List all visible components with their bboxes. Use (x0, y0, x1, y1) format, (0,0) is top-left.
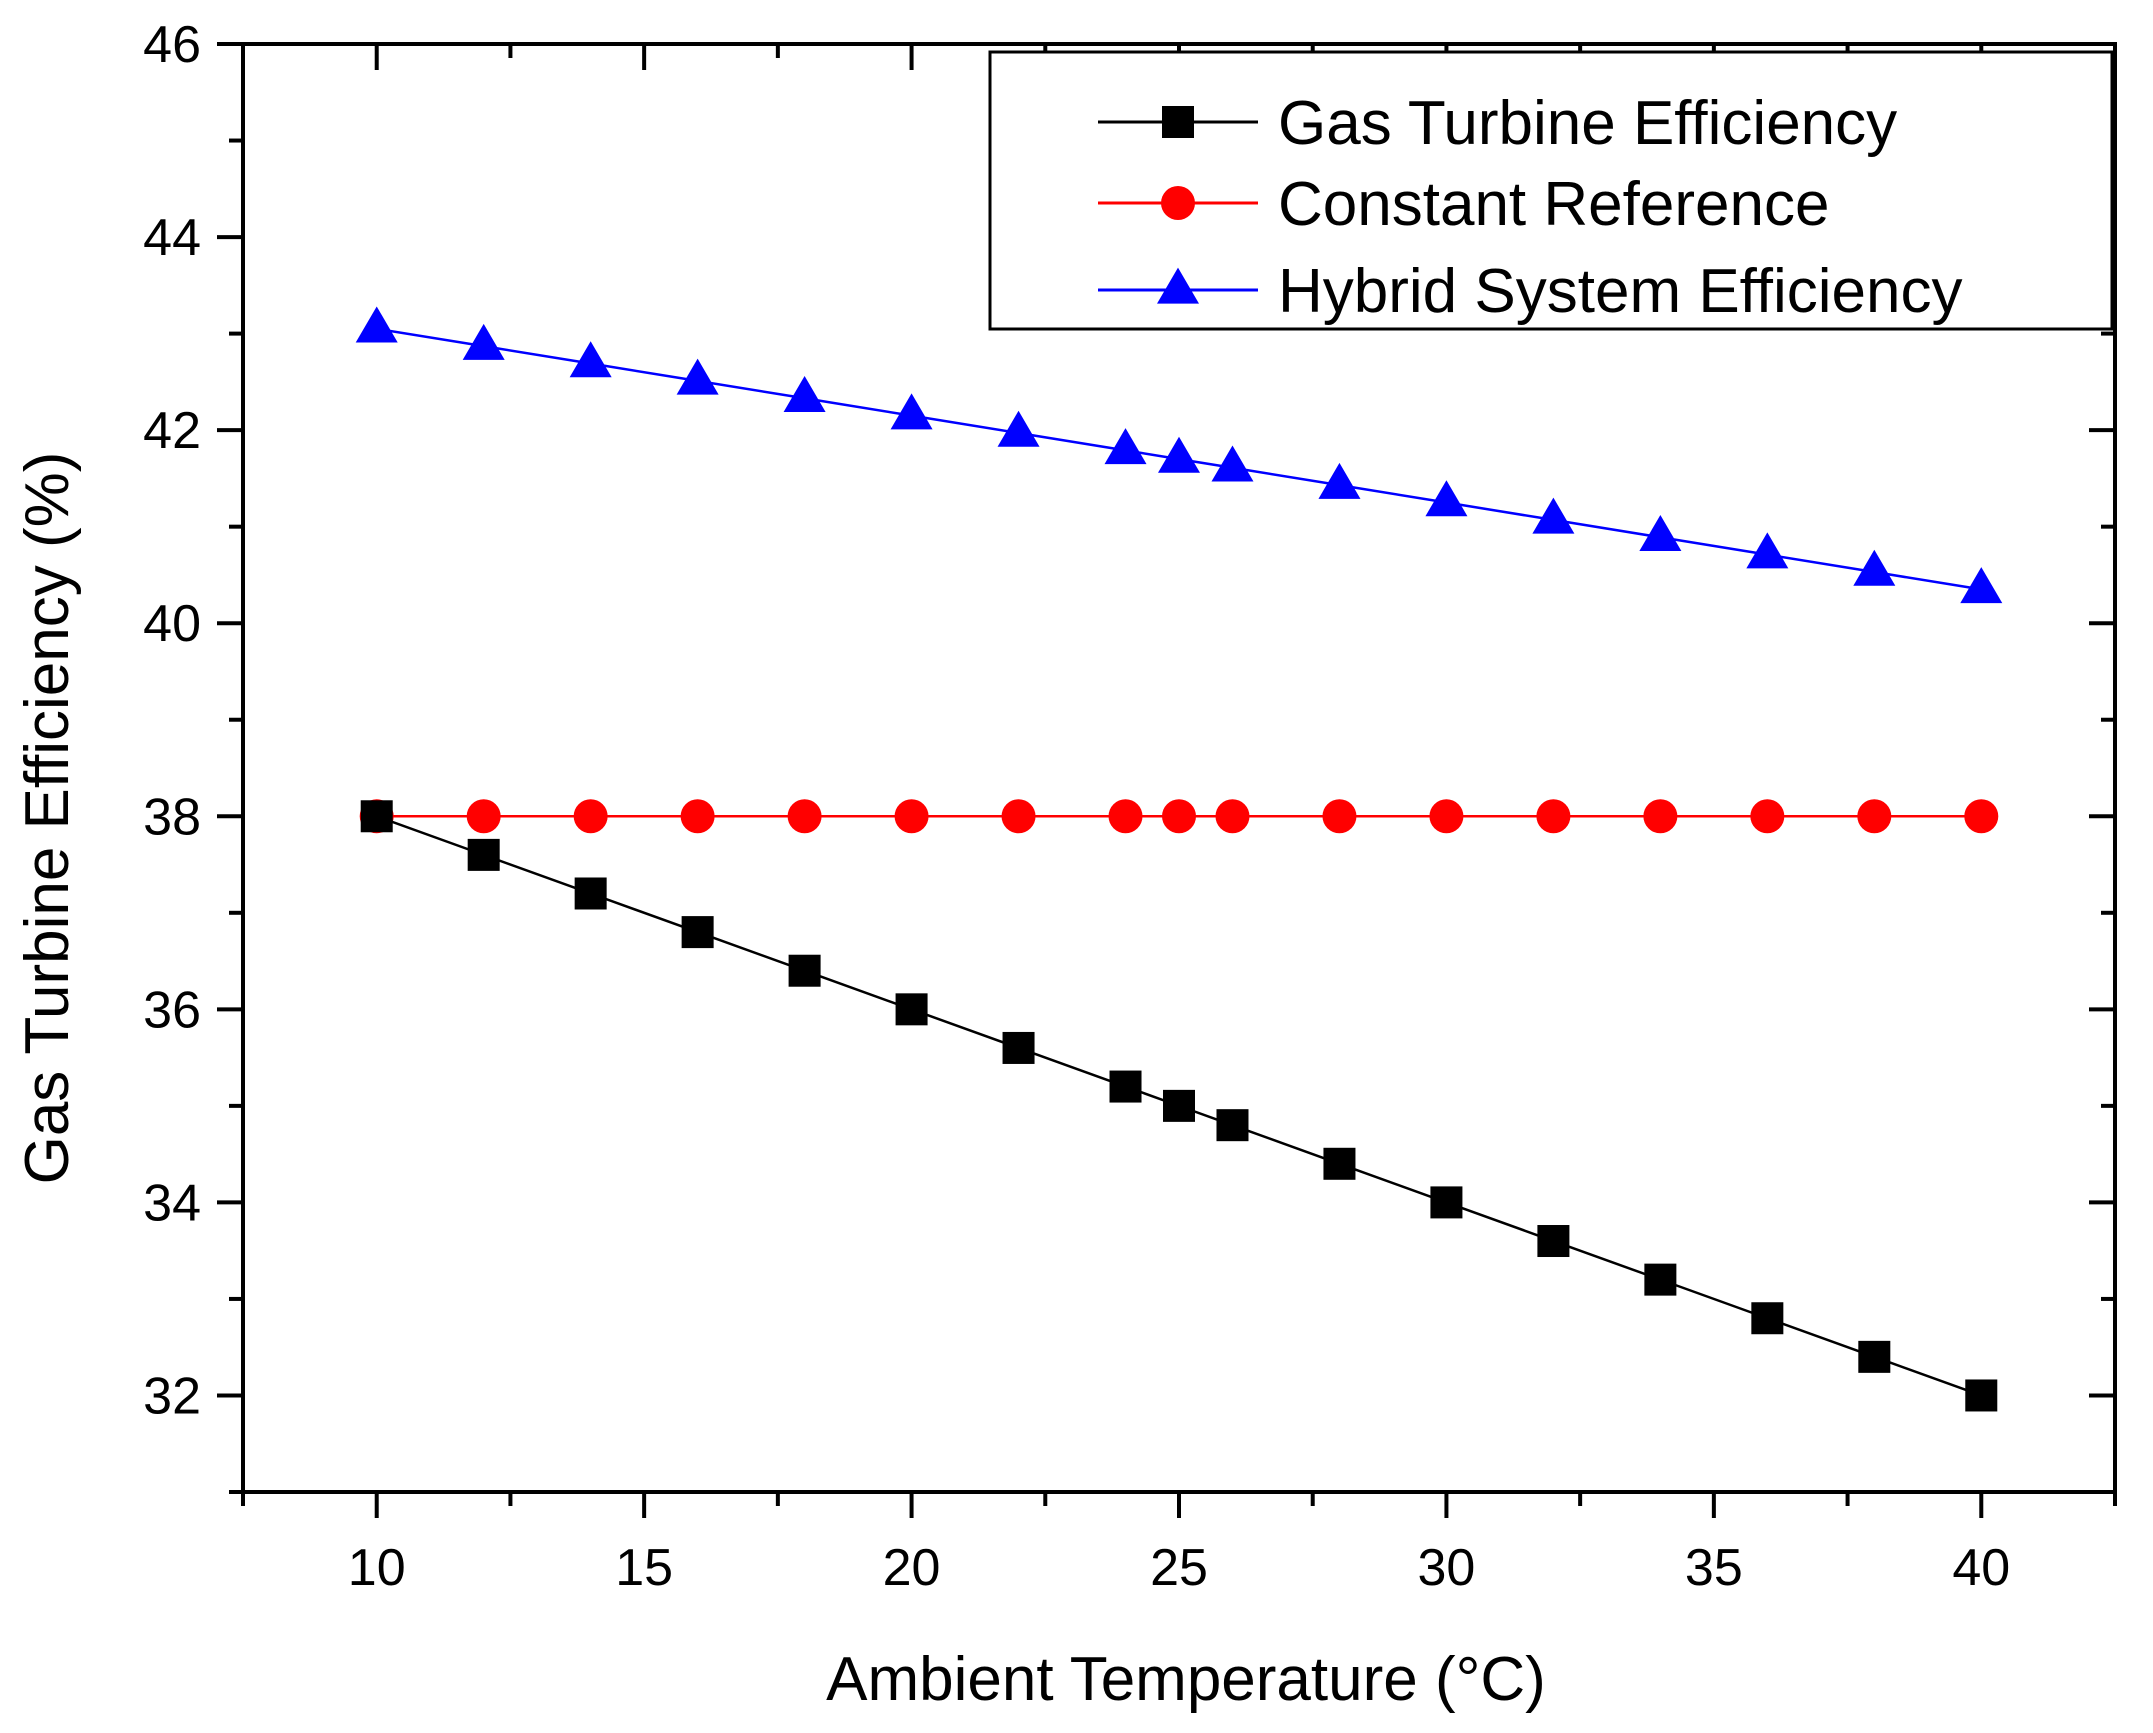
data-point (1216, 1109, 1249, 1142)
data-point (1162, 799, 1196, 834)
y-tick-label: 42 (143, 402, 201, 460)
data-point (1750, 799, 1785, 834)
x-tick-label: 10 (348, 1539, 406, 1597)
data-point (783, 375, 826, 412)
data-point (1211, 445, 1254, 482)
x-tick-label: 40 (1952, 1539, 2010, 1597)
legend-marker (1162, 106, 1194, 138)
data-point (1158, 436, 1200, 473)
legend-item: Gas Turbine Efficiency (1098, 89, 1897, 158)
data-point (1964, 799, 1999, 834)
data-point (1639, 514, 1682, 551)
data-point (1853, 549, 1896, 586)
data-point (1960, 567, 2003, 604)
legend-marker (1161, 186, 1195, 220)
data-point (1643, 799, 1678, 834)
data-point (787, 799, 822, 834)
x-tick-label: 30 (1418, 1539, 1476, 1597)
data-point (1109, 1070, 1142, 1103)
x-tick-label: 35 (1685, 1539, 1743, 1597)
x-tick-label: 20 (883, 1539, 941, 1597)
data-point (680, 799, 715, 834)
data-point (360, 800, 393, 833)
data-point (681, 916, 714, 949)
legend-label: Hybrid System Efficiency (1278, 257, 1963, 326)
x-axis-title: Ambient Temperature (°C) (826, 1645, 1546, 1714)
data-point (1108, 799, 1143, 834)
data-point (676, 358, 719, 395)
data-point (1746, 532, 1789, 569)
series-hybrid-system-efficiency (355, 306, 2003, 604)
data-point (1536, 799, 1571, 834)
series-gas-turbine-efficiency (360, 800, 1998, 1412)
x-tick-label: 15 (615, 1539, 673, 1597)
data-point (462, 323, 505, 360)
data-point (1163, 1089, 1195, 1122)
data-point (1318, 462, 1361, 499)
data-point (569, 341, 612, 378)
data-point (1857, 799, 1892, 834)
data-point (788, 954, 821, 987)
data-point (1751, 1302, 1784, 1335)
data-point (1537, 1225, 1570, 1258)
legend-label: Gas Turbine Efficiency (1278, 89, 1897, 158)
data-point (1430, 1186, 1463, 1219)
data-point (890, 393, 933, 430)
y-tick-label: 46 (143, 16, 201, 74)
data-point (1322, 799, 1357, 834)
series-constant-reference (359, 799, 1999, 834)
data-point (1425, 480, 1468, 517)
y-tick-label: 40 (143, 595, 201, 653)
data-point (574, 877, 607, 910)
data-point (1965, 1379, 1998, 1412)
data-point (1215, 799, 1250, 834)
y-tick-label: 38 (143, 788, 201, 846)
data-point (1001, 799, 1036, 834)
data-point (1104, 428, 1147, 465)
x-tick-label: 25 (1150, 1539, 1208, 1597)
data-point (1002, 1031, 1035, 1064)
legend-label: Constant Reference (1278, 170, 1829, 239)
data-point (1858, 1340, 1891, 1373)
data-point (355, 306, 398, 343)
data-point (1323, 1147, 1356, 1180)
data-point (1532, 497, 1575, 534)
data-point (1644, 1263, 1677, 1296)
data-point (895, 993, 928, 1026)
legend-item: Constant Reference (1098, 170, 1829, 239)
y-tick-label: 44 (143, 209, 201, 267)
legend-marker (1157, 267, 1199, 304)
data-point (467, 838, 500, 871)
y-tick-label: 34 (143, 1174, 201, 1232)
legend: Gas Turbine Efficiency Constant Reference… (988, 50, 2114, 331)
data-point (894, 799, 929, 834)
y-tick-label: 36 (143, 981, 201, 1039)
data-point (466, 799, 501, 834)
y-tick-label: 32 (143, 1367, 201, 1425)
data-point (997, 410, 1040, 447)
data-point (573, 799, 608, 834)
y-axis-title: Gas Turbine Efficiency (%) (13, 452, 82, 1185)
legend-item: Hybrid System Efficiency (1098, 257, 1963, 326)
data-point (1429, 799, 1464, 834)
